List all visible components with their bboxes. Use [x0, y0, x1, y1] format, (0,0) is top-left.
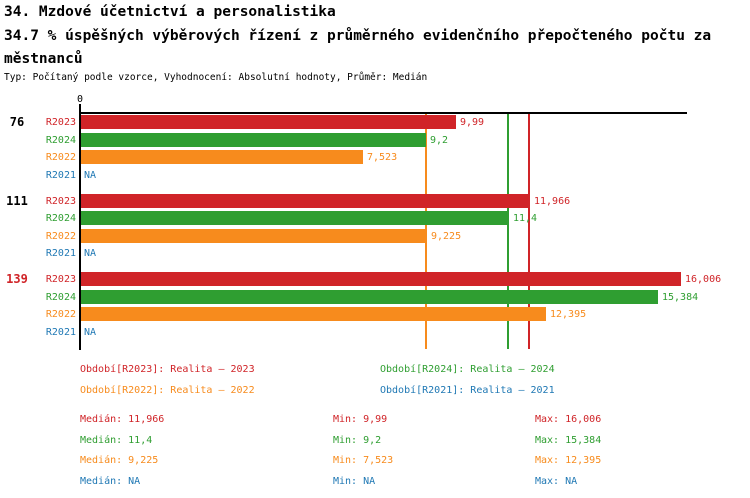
- median-line-r2024: [507, 113, 509, 349]
- stat-min-r2023: Min: 9,99: [333, 414, 388, 425]
- series-label-r2022-g1: R2022: [45, 230, 76, 242]
- bar-r2024-g0: [81, 132, 426, 147]
- series-label-r2023-g0: R2023: [45, 117, 76, 128]
- indicator-title-line2: městnanců: [4, 51, 83, 67]
- bar-r2023-g2: [81, 272, 681, 286]
- bar-value-r2022-g0: 7,523: [367, 152, 398, 163]
- na-label-r2021-g2: NA: [84, 326, 97, 338]
- series-label-r2021-g1: R2021: [45, 248, 76, 259]
- stats-table: Medián: 11,966 Min: 9,99 Max: 16,006 Med…: [80, 414, 720, 494]
- indicator-meta: Typ: Počítaný podle vzorce, Vyhodnocení:…: [4, 72, 428, 83]
- series-label-r2024-g2: R2024: [45, 291, 76, 303]
- legend: Období[R2023]: Realita – 2023 Období[R20…: [80, 364, 720, 400]
- bar-value-r2022-g1: 9,225: [431, 230, 462, 242]
- bar-r2024-g1: [81, 211, 509, 225]
- bar-r2023-g1: [81, 193, 530, 208]
- stat-max-r2024: Max: 15,384: [535, 435, 602, 446]
- series-label-r2024-g0: R2024: [45, 134, 76, 146]
- bar-value-r2024-g2: 15,384: [662, 291, 699, 303]
- x-axis-line: [79, 112, 687, 114]
- stat-max-r2021: Max: NA: [535, 476, 578, 487]
- series-label-r2021-g2: R2021: [45, 326, 76, 338]
- legend-item-r2023: Období[R2023]: Realita – 2023: [80, 364, 255, 375]
- group-label-76: 76: [9, 115, 25, 129]
- bar-r2023-g0: [81, 115, 456, 129]
- series-label-r2023-g1: R2023: [45, 195, 76, 207]
- bar-r2024-g2: [81, 289, 658, 304]
- indicator-title-line1: 34.7 % úspěšných výběrových řízení z prů…: [4, 28, 712, 44]
- bar-value-r2024-g1: 11,4: [513, 213, 538, 224]
- series-label-r2022-g2: R2022: [45, 309, 76, 320]
- bar-value-r2023-g1: 11,966: [534, 195, 571, 207]
- bar-value-r2022-g2: 12,395: [550, 309, 587, 320]
- stat-min-r2022: Min: 7,523: [333, 455, 394, 466]
- na-label-r2021-g1: NA: [84, 248, 97, 259]
- stat-min-r2021: Min: NA: [333, 476, 376, 487]
- stat-median-r2024: Medián: 11,4: [80, 435, 153, 446]
- bar-r2022-g2: [81, 307, 546, 321]
- group-label-139: 139: [6, 272, 28, 286]
- stat-max-r2022: Max: 12,395: [535, 455, 602, 466]
- stat-median-r2022: Medián: 9,225: [80, 455, 159, 466]
- bar-value-r2023-g2: 16,006: [685, 274, 722, 285]
- y-axis-line: [79, 104, 81, 350]
- stat-min-r2024: Min: 9,2: [333, 435, 382, 446]
- series-label-r2023-g2: R2023: [45, 274, 76, 285]
- stat-median-r2021: Medián: NA: [80, 476, 141, 487]
- series-label-r2022-g0: R2022: [45, 152, 76, 163]
- series-label-r2024-g1: R2024: [45, 213, 76, 224]
- legend-item-r2024: Období[R2024]: Realita – 2024: [380, 364, 555, 375]
- legend-item-r2021: Období[R2021]: Realita – 2021: [380, 385, 555, 396]
- bar-chart: 0 76 R2023 9,99 R2024 9,2 R2022 7,523 R2021 NA 11…: [6, 94, 722, 350]
- bar-value-r2023-g0: 9,99: [460, 117, 485, 128]
- na-label-r2021-g0: NA: [84, 169, 97, 181]
- stat-max-r2023: Max: 16,006: [535, 414, 602, 425]
- legend-item-r2022: Období[R2022]: Realita – 2022: [80, 385, 255, 396]
- series-label-r2021-g0: R2021: [45, 169, 76, 181]
- median-line-r2023: [528, 113, 530, 349]
- stat-median-r2023: Medián: 11,966: [80, 414, 165, 425]
- bar-r2022-g1: [81, 228, 427, 243]
- page-title: 34. Mzdové účetnictví a personalistika: [4, 4, 336, 20]
- bar-value-r2024-g0: 9,2: [430, 134, 449, 146]
- group-label-111: 111: [6, 193, 28, 208]
- axis-zero-label: 0: [76, 94, 84, 105]
- bar-r2022-g0: [81, 150, 363, 164]
